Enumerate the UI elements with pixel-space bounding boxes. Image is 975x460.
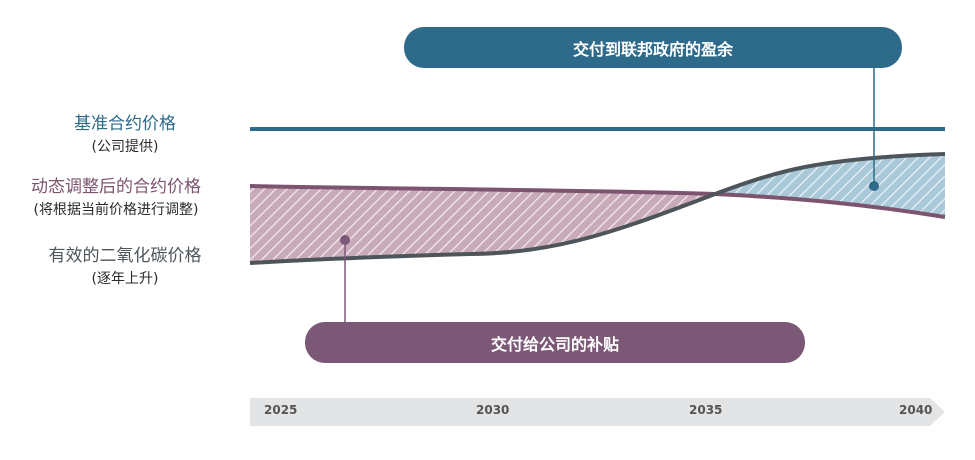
base-contract-title: 基准合约价格 (74, 114, 176, 134)
timeline-band (250, 398, 945, 426)
surplus-callout: 交付到联邦政府的盈余 (404, 27, 902, 68)
subsidy-dot (340, 235, 350, 245)
year-label-2025: 2025 (264, 403, 298, 417)
year-label-2040: 2040 (899, 403, 933, 417)
year-label-2035: 2035 (689, 403, 723, 417)
subsidy-area (250, 186, 715, 263)
year-label-2030: 2030 (476, 403, 510, 417)
base-contract-note: (公司提供) (91, 139, 159, 155)
carbon-price-title: 有效的二氧化碳价格 (48, 246, 202, 266)
dynamic-contract-line (249, 184, 946, 219)
carbon-price-line (249, 152, 946, 265)
surplus-dot (869, 181, 879, 191)
dynamic-contract-title: 动态调整后的合约价格 (31, 177, 201, 197)
carbon-price-label: 有效的二氧化碳价格 (逐年上升) (20, 245, 230, 289)
subsidy-callout: 交付给公司的补贴 (305, 322, 805, 363)
dynamic-contract-note: (将根据当前价格进行调整) (33, 202, 199, 218)
base-contract-label: 基准合约价格 (公司提供) (40, 113, 210, 157)
surplus-area (715, 154, 945, 217)
carbon-price-note: (逐年上升) (91, 271, 159, 287)
dynamic-contract-label: 动态调整后的合约价格 (将根据当前价格进行调整) (0, 176, 232, 220)
